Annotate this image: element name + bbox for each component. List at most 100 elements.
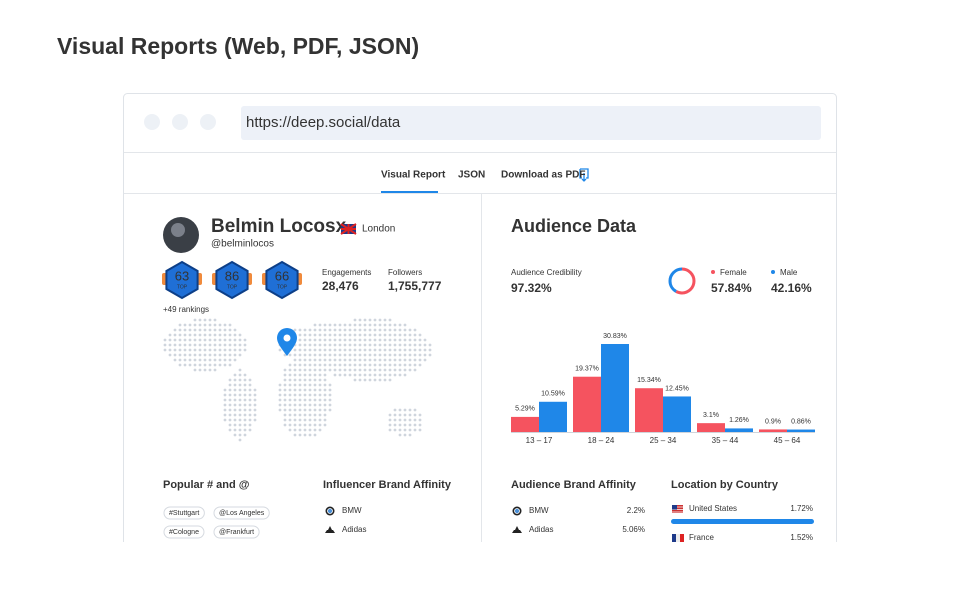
map-dot [303,398,307,402]
map-dot [333,343,337,347]
map-dot [208,343,212,347]
tag-pill[interactable] [163,506,205,520]
map-dot [283,388,287,392]
map-dot [383,318,387,322]
map-dot [248,388,252,392]
map-dot [418,413,422,417]
map-dot [318,398,322,402]
map-dot [298,378,302,382]
tab[interactable]: Visual Report [381,170,446,181]
map-dot [403,358,407,362]
tag-pill[interactable] [213,506,270,520]
map-dot [213,358,217,362]
badge-rank: 63 [175,268,189,283]
map-dot [418,353,422,357]
tag[interactable]: #Cologne [169,529,199,536]
map-dot [358,378,362,382]
map-dot [373,363,377,367]
map-dot [328,408,332,412]
address-bar[interactable] [241,106,821,140]
map-dot [293,378,297,382]
map-dot [318,418,322,422]
map-dot [253,393,257,397]
map-dot [298,428,302,432]
map-dot [398,343,402,347]
section-title: Popular # and @ [163,479,250,491]
map-dot [288,368,292,372]
map-dot [328,393,332,397]
map-dot [368,373,372,377]
map-dot [403,368,407,372]
map-dot [228,423,232,427]
map-dot [348,368,352,372]
map-dot [303,338,307,342]
map-dot [383,323,387,327]
map-dot [293,328,297,332]
map-dot [208,363,212,367]
map-dot [323,383,327,387]
map-dot [228,328,232,332]
map-dot [278,403,282,407]
map-dot [228,428,232,432]
map-dot [213,333,217,337]
map-dot [378,328,382,332]
map-dot [233,418,237,422]
tab[interactable]: Download as PDF [501,170,585,181]
map-dot [333,333,337,337]
map-dot [323,378,327,382]
tag[interactable]: @Los Angeles [219,510,265,517]
map-pin-hole [283,334,291,342]
map-dot [333,373,337,377]
x-tick-label: 35 – 44 [712,436,739,445]
map-dot [348,323,352,327]
tab[interactable]: JSON [458,170,485,181]
map-dot [383,368,387,372]
map-dot [298,328,302,332]
tag-pill[interactable] [163,525,205,539]
map-dot [318,408,322,412]
map-dot [308,363,312,367]
map-dot [238,368,242,372]
map-dot [373,318,377,322]
map-dot [198,348,202,352]
map-dot [313,393,317,397]
tag[interactable]: @Frankfurt [219,529,254,536]
map-dot [318,393,322,397]
map-dot [413,353,417,357]
map-dot [298,353,302,357]
map-dot [308,413,312,417]
map-dot [343,358,347,362]
map-dot [363,323,367,327]
credibility-value: 97.32% [511,281,552,295]
map-dot [283,373,287,377]
map-dot [323,408,327,412]
map-dot [298,338,302,342]
map-dot [408,413,412,417]
map-dot [203,343,207,347]
badge-tier: TOP [177,284,188,290]
tag-pill[interactable] [213,525,260,539]
map-dot [303,368,307,372]
map-dot [393,358,397,362]
map-dot [238,388,242,392]
map-dot [308,328,312,332]
map-dot [248,403,252,407]
map-dot [408,418,412,422]
map-dot [288,383,292,387]
map-dot [283,423,287,427]
bar [759,429,787,432]
tag[interactable]: #Stuttgart [169,510,199,517]
map-dot [223,398,227,402]
map-dot [333,328,337,332]
map-dot [373,358,377,362]
map-dot [353,363,357,367]
badge-tier: TOP [277,284,288,290]
map-dot [308,403,312,407]
map-dot [203,368,207,372]
map-dot [163,348,167,352]
map-dot [323,423,327,427]
map-dot [333,323,337,327]
map-dot [398,348,402,352]
map-dot [413,423,417,427]
map-dot [313,353,317,357]
